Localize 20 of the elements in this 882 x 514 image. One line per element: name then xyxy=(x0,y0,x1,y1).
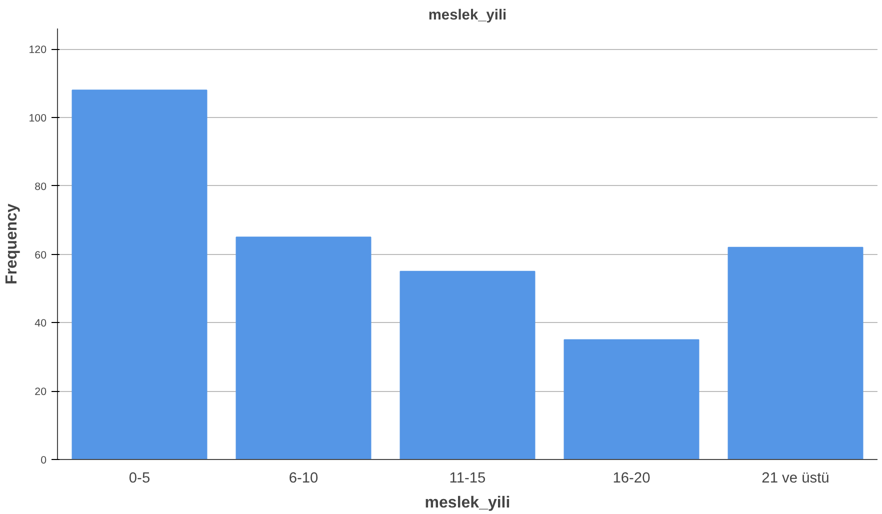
bar xyxy=(564,339,700,460)
chart-title: meslek_yili xyxy=(428,8,507,24)
bar xyxy=(72,90,208,460)
x-tick-label: 21 ve üstü xyxy=(762,470,830,486)
bar xyxy=(728,246,864,460)
y-tick-label: 120 xyxy=(28,44,47,56)
y-tick-label: 0 xyxy=(40,454,47,466)
x-tick-label: 16-20 xyxy=(612,470,650,486)
bar xyxy=(236,236,372,460)
x-tick-label: 0-5 xyxy=(128,470,150,486)
y-tick-label: 20 xyxy=(34,386,47,398)
x-tick-label: 6-10 xyxy=(288,470,318,486)
x-tick-label: 11-15 xyxy=(449,470,486,486)
bar xyxy=(400,270,536,460)
x-axis-title: meslek_yili xyxy=(424,494,510,512)
y-tick-label: 80 xyxy=(34,180,47,193)
y-tick-label: 100 xyxy=(28,112,47,124)
y-tick-label: 60 xyxy=(34,249,47,262)
y-tick-label: 40 xyxy=(34,318,47,330)
y-axis-title: Frequency xyxy=(4,203,21,284)
